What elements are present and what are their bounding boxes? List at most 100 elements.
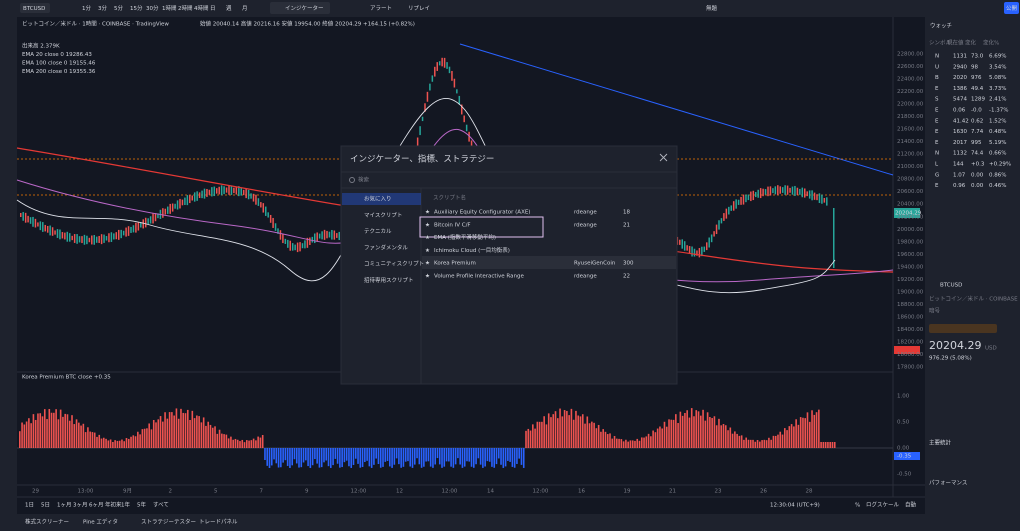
interval[interactable]: 日: [210, 5, 216, 12]
candle: [446, 62, 448, 69]
menu-item[interactable]: お気に入り: [364, 195, 392, 203]
interval[interactable]: 2時間: [178, 4, 193, 12]
histogram-bar: [157, 419, 160, 448]
histogram-bar: [252, 438, 255, 448]
auto-scale[interactable]: 自動: [905, 501, 917, 509]
histogram-bar: [693, 416, 695, 448]
alert[interactable]: アラート: [370, 5, 392, 12]
script-name[interactable]: Korea Premium: [434, 261, 476, 267]
range[interactable]: 3ヶ月: [73, 502, 88, 509]
log-scale[interactable]: ログスケール: [866, 501, 900, 509]
watch-cell: E: [935, 183, 939, 189]
symbol-box[interactable]: [20, 3, 50, 13]
histogram-bar: [46, 419, 48, 448]
histogram-bar: [275, 448, 278, 464]
script-name[interactable]: Ichimoku Cloud (一目均衡表): [434, 246, 510, 254]
candle: [211, 187, 213, 197]
interval[interactable]: 30分: [146, 4, 159, 12]
histogram-bar: [831, 442, 834, 448]
histogram-bar: [21, 422, 23, 448]
star: ★: [425, 261, 430, 267]
watch-cell: 0.46%: [989, 183, 1006, 189]
indicators[interactable]: インジケーター: [285, 4, 324, 12]
candle: [764, 189, 767, 195]
note-button[interactable]: [929, 324, 997, 333]
histogram-bar: [348, 448, 350, 467]
watch-cell: -1.37%: [989, 108, 1008, 114]
menu-selected: [342, 193, 421, 205]
script-name[interactable]: Bitcoin IV C/F: [434, 222, 471, 228]
candle: [767, 186, 769, 197]
percent[interactable]: %: [855, 503, 860, 509]
menu-item[interactable]: テクニカル: [364, 228, 392, 235]
bottom-tab[interactable]: 株式スクリーナー: [25, 518, 69, 526]
histogram-bar: [112, 441, 114, 448]
histogram-bar: [772, 435, 775, 448]
range[interactable]: 6ヶ月: [89, 502, 104, 509]
histogram-bar: [243, 442, 246, 448]
candle: [37, 222, 39, 227]
watch-cell: 1289: [971, 97, 985, 103]
script-name[interactable]: Volume Profile Interactive Range: [434, 274, 524, 280]
histogram-bar: [572, 419, 575, 448]
bottom-tab[interactable]: Pine エディタ: [83, 518, 118, 526]
histogram-bar: [790, 424, 793, 448]
histogram-bar: [783, 428, 786, 448]
candle: [737, 199, 740, 205]
range[interactable]: 5年: [137, 501, 146, 509]
indicator-button[interactable]: [270, 2, 330, 14]
range[interactable]: すべて: [153, 502, 169, 509]
candle: [421, 116, 424, 122]
layout[interactable]: 無題: [706, 4, 718, 12]
histogram-bar: [182, 412, 185, 448]
time-label: 16: [578, 489, 585, 495]
script-name[interactable]: Auxiliary Equity Configurator (AXE): [434, 210, 530, 216]
candle: [144, 217, 147, 228]
close-icon[interactable]: [659, 153, 668, 162]
candle: [419, 126, 421, 136]
time-label: 23: [715, 489, 722, 495]
range[interactable]: 年初来: [105, 501, 122, 509]
histogram-bar: [827, 442, 829, 448]
range[interactable]: 1年: [121, 501, 130, 509]
menu-item[interactable]: マイスクリプト: [364, 212, 402, 219]
watch-cell: 2940: [953, 64, 967, 70]
candle: [39, 221, 42, 231]
candle: [267, 212, 269, 218]
bottom-tab[interactable]: トレードパネル: [199, 519, 238, 526]
menu-item[interactable]: ファンダメンタル: [364, 243, 408, 251]
interval[interactable]: 1時間: [162, 4, 177, 12]
script-name[interactable]: EMA (指数平滑移動平均): [434, 233, 496, 241]
histogram-bar: [679, 411, 682, 448]
interval[interactable]: 1分: [82, 4, 91, 12]
histogram-bar: [105, 438, 107, 448]
histogram-bar: [706, 412, 709, 448]
interval[interactable]: 5分: [114, 4, 123, 12]
candle: [321, 231, 323, 240]
menu-item[interactable]: 招待専用スクリプト: [364, 276, 414, 284]
histogram-bar: [184, 413, 187, 448]
premium-badge: [894, 452, 920, 460]
replay[interactable]: リプレイ: [408, 5, 430, 12]
candle: [284, 238, 287, 244]
candle: [49, 225, 51, 236]
interval[interactable]: 月: [242, 5, 248, 12]
candle: [115, 232, 118, 240]
interval[interactable]: 週: [226, 4, 232, 12]
histogram-bar: [768, 437, 770, 448]
range[interactable]: 5日: [41, 502, 50, 509]
candle: [198, 192, 201, 199]
histogram-bar: [159, 416, 162, 448]
interval[interactable]: 4時間: [194, 4, 209, 12]
candle: [691, 246, 693, 257]
bottom-tab[interactable]: ストラテジーテスター: [141, 518, 196, 526]
menu-item[interactable]: コミュニティスクリプト: [364, 261, 424, 268]
publish-button[interactable]: [1004, 2, 1019, 14]
candle: [289, 240, 291, 251]
interval[interactable]: 15分: [130, 4, 143, 12]
publish[interactable]: 公開: [1006, 5, 1018, 12]
price-label: 22600.00: [897, 64, 924, 70]
range[interactable]: 1ヶ月: [57, 502, 72, 509]
range[interactable]: 1日: [25, 502, 34, 509]
interval[interactable]: 3分: [98, 4, 107, 12]
